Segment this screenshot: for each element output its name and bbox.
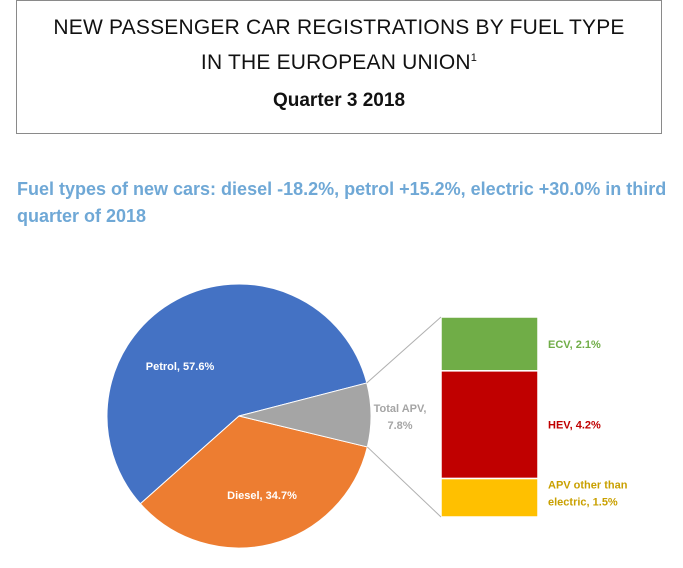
pie-slice-petrol xyxy=(106,283,368,505)
title-line-2-text: IN THE EUROPEAN UNION xyxy=(200,51,471,74)
pie-slice-total-apv xyxy=(238,382,372,448)
bar-segment-apv-other-than-electric xyxy=(440,477,539,518)
data-label-diesel: Diesel, 34.7% xyxy=(227,490,297,502)
data-label-apv-other: APV other than electric, 1.5% xyxy=(548,480,628,509)
data-label-petrol: Petrol, 57.6% xyxy=(146,361,215,373)
bar-segment-hev xyxy=(440,370,539,480)
pie-slice-diesel xyxy=(139,415,368,549)
bar-segment-ecv xyxy=(440,316,539,372)
footnote-marker: 1 xyxy=(470,52,478,64)
data-label-total-apv: Total APV, 7.8% xyxy=(374,403,427,432)
title-line-1: NEW PASSENGER CAR REGISTRATIONS BY FUEL … xyxy=(53,16,625,39)
title-line-2: IN THE EUROPEAN UNION1 xyxy=(17,43,661,78)
headline: Fuel types of new cars: diesel -18.2%, p… xyxy=(17,179,667,226)
data-label-ecv: ECV, 2.1% xyxy=(548,339,601,351)
subtitle: Quarter 3 2018 xyxy=(272,90,406,111)
connector-line-top xyxy=(366,316,442,384)
connector-line-bottom xyxy=(366,446,442,518)
data-label-hev: HEV, 4.2% xyxy=(548,420,601,432)
title-box: NEW PASSENGER CAR REGISTRATIONS BY FUEL … xyxy=(16,0,662,134)
